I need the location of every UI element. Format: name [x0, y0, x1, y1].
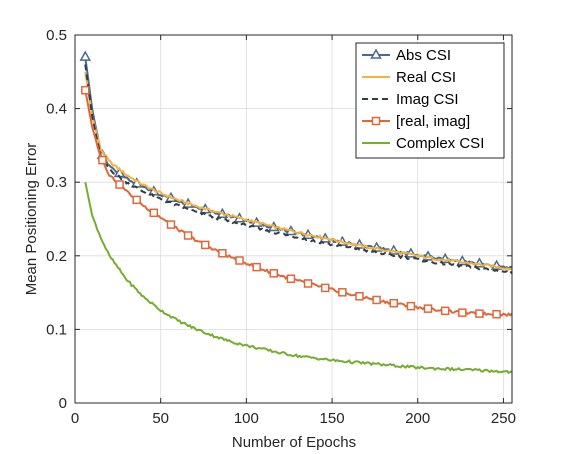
- square-marker: [355, 292, 364, 301]
- legend-entry: [real, imag]: [362, 113, 470, 130]
- y-tick-label: 0.3: [46, 174, 67, 191]
- series-line-imag-csi: [84, 64, 513, 275]
- x-tick-label: 250: [491, 410, 516, 427]
- square-marker: [149, 208, 159, 218]
- y-tick-label: 0: [59, 395, 67, 412]
- square-marker: [269, 269, 279, 278]
- y-tick-label: 0.4: [46, 101, 67, 118]
- legend-entry: Imag CSI: [362, 91, 459, 108]
- square-marker: [252, 262, 261, 272]
- square-marker: [286, 274, 296, 284]
- square-marker: [303, 279, 313, 288]
- square-marker: [183, 231, 193, 240]
- legend-box: [355, 42, 505, 159]
- square-marker: [423, 304, 433, 313]
- plot-frame: [74, 34, 513, 404]
- square-marker: [200, 240, 210, 250]
- x-tick-label: 150: [320, 410, 345, 427]
- triangle-marker: [79, 50, 92, 61]
- y-tick-label: 0.5: [46, 27, 67, 44]
- square-marker: [132, 195, 141, 205]
- series-line-complex-csi: [84, 181, 513, 374]
- x-axis-label: Number of Epochs: [232, 434, 356, 451]
- square-marker: [492, 309, 501, 319]
- legend-marker: [370, 48, 382, 59]
- square-marker: [338, 288, 347, 297]
- legend-label: Real CSI: [396, 69, 456, 86]
- x-tick-label: 100: [234, 410, 259, 427]
- series-lines: [79, 50, 513, 374]
- legend-label: Complex CSI: [396, 135, 484, 152]
- x-tick-label: 200: [405, 410, 430, 427]
- legend-entry: Real CSI: [362, 69, 456, 86]
- square-marker: [389, 298, 399, 308]
- axes: [74, 34, 513, 404]
- y-tick-label: 0.2: [46, 248, 67, 265]
- square-marker: [458, 308, 467, 317]
- legend-label: [real, imag]: [396, 113, 470, 130]
- square-marker: [372, 295, 381, 305]
- square-marker: [115, 180, 124, 189]
- square-marker: [320, 283, 330, 293]
- legend-label: Abs CSI: [396, 47, 451, 64]
- legend: Abs CSI Real CSI Imag CSI [real, imag] Compl…: [355, 42, 505, 159]
- square-marker: [98, 155, 107, 165]
- series-line-real-csi: [84, 71, 513, 271]
- tick-labels: 0 50 100 150 200 250 0 0.1 0.2 0.3 0.4 0.5: [46, 27, 516, 427]
- square-marker: [235, 256, 244, 265]
- legend-marker: [371, 116, 381, 126]
- y-axis-label: Mean Positioning Error: [23, 143, 40, 296]
- legend-entry: Abs CSI: [362, 47, 451, 64]
- legend-label: Imag CSI: [396, 91, 459, 108]
- x-tick-label: 0: [71, 410, 79, 427]
- legend-entry: Complex CSI: [362, 135, 484, 152]
- square-marker: [166, 220, 176, 229]
- square-marker: [475, 309, 484, 318]
- square-marker: [440, 306, 450, 316]
- square-marker: [218, 249, 227, 258]
- x-tick-label: 50: [152, 410, 169, 427]
- square-marker: [406, 301, 416, 311]
- square-marker: [81, 85, 90, 95]
- y-tick-label: 0.1: [46, 321, 67, 338]
